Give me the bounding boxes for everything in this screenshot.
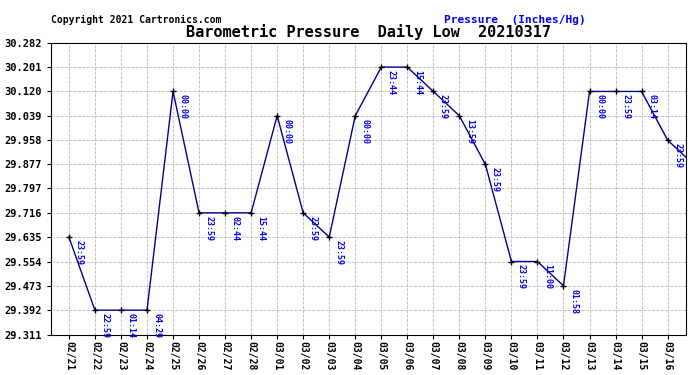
Text: 15:44: 15:44	[257, 216, 266, 241]
Text: 04:29: 04:29	[152, 313, 161, 338]
Text: 23:44: 23:44	[387, 70, 396, 95]
Text: 01:58: 01:58	[569, 289, 578, 314]
Text: 23:59: 23:59	[335, 240, 344, 265]
Text: 23:59: 23:59	[673, 143, 682, 168]
Text: 13:59: 13:59	[465, 118, 474, 144]
Text: Copyright 2021 Cartronics.com: Copyright 2021 Cartronics.com	[50, 15, 221, 25]
Text: 04:29: 04:29	[0, 374, 1, 375]
Text: 23:59: 23:59	[621, 94, 630, 119]
Text: 22:59: 22:59	[101, 313, 110, 338]
Text: Pressure  (Inches/Hg): Pressure (Inches/Hg)	[444, 15, 586, 25]
Text: 23:59: 23:59	[75, 240, 83, 265]
Text: 23:59: 23:59	[517, 264, 526, 289]
Title: Barometric Pressure  Daily Low  20210317: Barometric Pressure Daily Low 20210317	[186, 24, 551, 40]
Text: 15:44: 15:44	[413, 70, 422, 95]
Text: 23:59: 23:59	[205, 216, 214, 241]
Text: 00:00: 00:00	[283, 118, 292, 144]
Text: 00:00: 00:00	[179, 94, 188, 119]
Text: 11:00: 11:00	[543, 264, 552, 289]
Text: 03:14: 03:14	[647, 94, 656, 119]
Text: 00:00: 00:00	[361, 118, 370, 144]
Text: 23:59: 23:59	[439, 94, 448, 119]
Text: 23:59: 23:59	[491, 167, 500, 192]
Text: 23:59: 23:59	[308, 216, 317, 241]
Text: 02:44: 02:44	[230, 216, 239, 241]
Text: 01:14: 01:14	[126, 313, 135, 338]
Text: 00:00: 00:00	[595, 94, 604, 119]
